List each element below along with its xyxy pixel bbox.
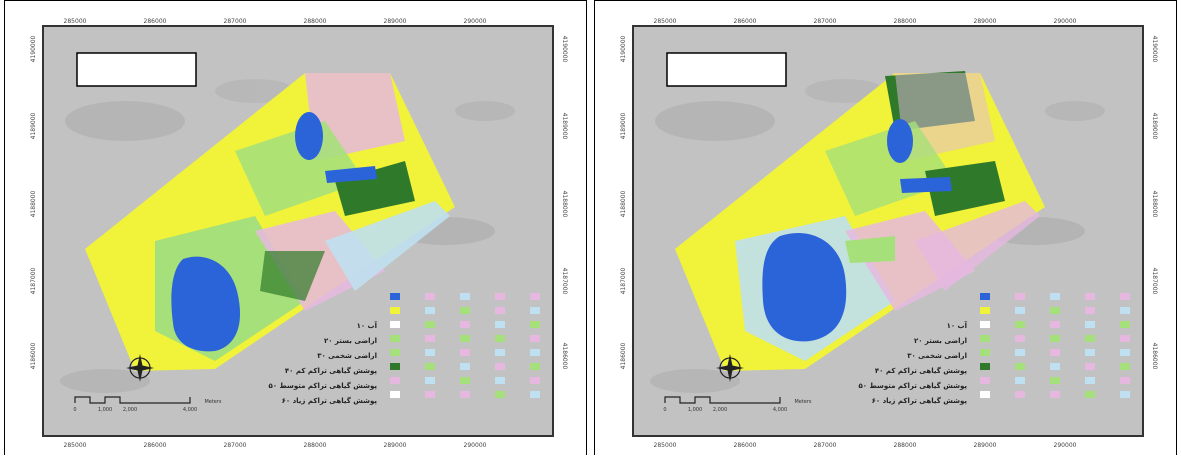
scale-tick: 0 — [73, 407, 76, 413]
svg-text:4188000: 4188000 — [561, 191, 568, 218]
map-panel-left: آب ۱۰ اراضی بستر ۲۰ اراضی شخمی ۳۰ پوشش گ… — [4, 0, 587, 455]
legend-class-label: آب ۱۰ — [947, 321, 968, 330]
svg-text:286000: 286000 — [144, 18, 167, 25]
scale-bar: 0 1,000 2,000 4,000 Meters — [663, 396, 812, 413]
svg-text:4186000: 4186000 — [561, 343, 568, 370]
legend-class-label: اراضی بستر ۲۰ — [914, 337, 967, 345]
svg-text:289000: 289000 — [974, 18, 997, 25]
scale-tick: 1,000 — [688, 407, 702, 413]
y-ticks-left: 4190000 4189000 4188000 4187000 4186000 — [30, 35, 37, 369]
svg-text:287000: 287000 — [814, 18, 837, 25]
scale-bar: 0 1,000 2,000 4,000 Meters — [73, 396, 222, 413]
svg-text:4189000: 4189000 — [620, 112, 627, 139]
svg-text:289000: 289000 — [384, 442, 407, 449]
svg-text:290000: 290000 — [464, 18, 487, 25]
x-ticks-top: 285000 286000 287000 288000 289000 29000… — [654, 18, 1077, 25]
svg-text:290000: 290000 — [1054, 442, 1077, 449]
svg-text:4189000: 4189000 — [30, 112, 37, 139]
classified-area — [85, 73, 455, 371]
scale-unit: Meters — [794, 399, 811, 405]
svg-text:4188000: 4188000 — [620, 190, 627, 217]
y-ticks-right: 4190000 4189000 4188000 4187000 4186000 — [561, 36, 568, 370]
svg-text:4186000: 4186000 — [30, 342, 37, 369]
svg-text:4186000: 4186000 — [620, 342, 627, 369]
legend: آب ۱۰ اراضی بستر ۲۰ اراضی شخمی ۳۰ پوشش گ… — [859, 293, 1130, 405]
svg-text:286000: 286000 — [734, 18, 757, 25]
svg-text:285000: 285000 — [64, 442, 87, 449]
svg-text:288000: 288000 — [304, 442, 327, 449]
legend-class-label: آب ۱۰ — [357, 321, 378, 330]
svg-text:290000: 290000 — [1054, 18, 1077, 25]
svg-text:289000: 289000 — [384, 18, 407, 25]
map-panel-right: آب ۱۰ اراضی بستر ۲۰ اراضی شخمی ۳۰ پوشش گ… — [594, 0, 1177, 455]
legend-swatches — [980, 293, 1130, 398]
scale-unit: Meters — [204, 399, 221, 405]
svg-text:4189000: 4189000 — [561, 113, 568, 140]
legend-class-label: اراضی شخمی ۳۰ — [317, 352, 377, 360]
svg-text:4187000: 4187000 — [30, 267, 37, 294]
y-ticks-right: 4190000 4189000 4188000 4187000 4186000 — [1151, 36, 1158, 370]
svg-text:287000: 287000 — [224, 442, 247, 449]
svg-text:4190000: 4190000 — [620, 35, 627, 62]
scale-tick: 4,000 — [183, 407, 197, 413]
svg-text:285000: 285000 — [64, 18, 87, 25]
svg-text:4190000: 4190000 — [30, 35, 37, 62]
x-ticks-bottom: 285000 286000 287000 288000 289000 29000… — [654, 442, 1077, 449]
scale-tick: 2,000 — [713, 407, 727, 413]
svg-text:4187000: 4187000 — [1151, 268, 1158, 295]
title-box — [666, 52, 787, 87]
legend-class-label: اراضی بستر ۲۰ — [324, 337, 377, 345]
legend-class-label: پوشش گیاهی تراکم متوسط ۵۰ — [859, 381, 968, 390]
scale-tick: 4,000 — [773, 407, 787, 413]
map-right: آب ۱۰ اراضی بستر ۲۰ اراضی شخمی ۳۰ پوشش گ… — [620, 18, 1158, 449]
legend-class-label: پوشش گیاهی تراکم کم ۴۰ — [285, 366, 377, 375]
scale-tick: 1,000 — [98, 407, 112, 413]
legend-class-label: پوشش گیاهی تراکم زیاد ۶۰ — [282, 396, 378, 405]
x-ticks-top: 285000 286000 287000 288000 289000 29000… — [64, 18, 487, 25]
svg-text:4187000: 4187000 — [620, 267, 627, 294]
svg-text:4190000: 4190000 — [561, 36, 568, 63]
legend: آب ۱۰ اراضی بستر ۲۰ اراضی شخمی ۳۰ پوشش گ… — [269, 293, 540, 405]
scale-tick: 0 — [663, 407, 666, 413]
svg-text:286000: 286000 — [734, 442, 757, 449]
scale-tick: 2,000 — [123, 407, 137, 413]
svg-text:288000: 288000 — [304, 18, 327, 25]
legend-swatches — [390, 293, 540, 398]
svg-text:4190000: 4190000 — [1151, 36, 1158, 63]
svg-text:285000: 285000 — [654, 18, 677, 25]
svg-text:288000: 288000 — [894, 18, 917, 25]
legend-class-label: پوشش گیاهی تراکم کم ۴۰ — [875, 366, 967, 375]
legend-class-label: پوشش گیاهی تراکم زیاد ۶۰ — [872, 396, 968, 405]
north-arrow-icon — [716, 354, 744, 382]
svg-text:285000: 285000 — [654, 442, 677, 449]
map-left: آب ۱۰ اراضی بستر ۲۰ اراضی شخمی ۳۰ پوشش گ… — [30, 18, 568, 449]
classified-area — [675, 71, 1045, 371]
north-arrow-icon — [126, 354, 154, 382]
svg-text:289000: 289000 — [974, 442, 997, 449]
svg-text:4186000: 4186000 — [1151, 343, 1158, 370]
svg-text:288000: 288000 — [894, 442, 917, 449]
svg-text:287000: 287000 — [224, 18, 247, 25]
title-box — [76, 52, 197, 87]
svg-text:287000: 287000 — [814, 442, 837, 449]
svg-text:286000: 286000 — [144, 442, 167, 449]
legend-class-label: اراضی شخمی ۳۰ — [907, 352, 967, 360]
y-ticks-left: 4190000 4189000 4188000 4187000 4186000 — [620, 35, 627, 369]
svg-text:4189000: 4189000 — [1151, 113, 1158, 140]
svg-text:4188000: 4188000 — [30, 190, 37, 217]
svg-text:4188000: 4188000 — [1151, 191, 1158, 218]
x-ticks-bottom: 285000 286000 287000 288000 289000 29000… — [64, 442, 487, 449]
legend-class-label: پوشش گیاهی تراکم متوسط ۵۰ — [269, 381, 378, 390]
svg-text:4187000: 4187000 — [561, 268, 568, 295]
svg-text:290000: 290000 — [464, 442, 487, 449]
